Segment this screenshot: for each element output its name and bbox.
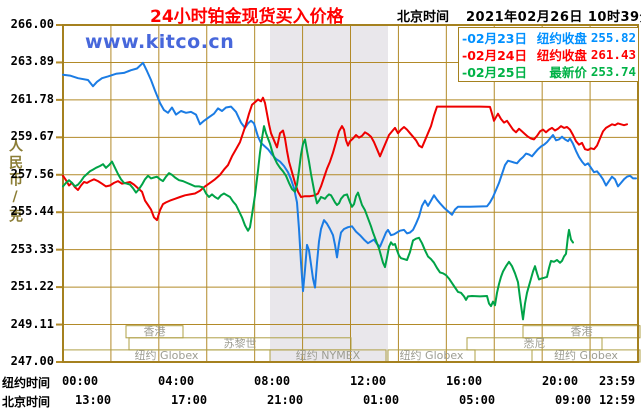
y-axis-tick: 255.44	[10, 204, 54, 219]
session-label: 纽约 Globex	[399, 350, 464, 363]
session-label: 纽约 NYMEX	[295, 350, 361, 363]
y-axis-tick: 263.89	[10, 54, 54, 69]
y-axis-tick: 247.00	[10, 354, 54, 368]
legend-date: -02月23日	[462, 31, 527, 46]
session-label: 苏黎世	[223, 338, 257, 351]
plot-border	[62, 24, 639, 363]
legend-row: -02月23日 纽约收盘 255.82	[462, 29, 636, 46]
legend-price-value: 253.74	[590, 64, 636, 79]
legend-date: -02月24日	[462, 48, 527, 63]
kitco-watermark: www.kitco.cn	[85, 31, 235, 53]
price-line-02月25日	[62, 125, 574, 321]
price-line-02月23日	[62, 61, 637, 293]
bj-time-tick: 05:00	[459, 393, 496, 407]
session-label: 香港	[143, 326, 166, 339]
legend-row: -02月24日 纽约收盘 261.43	[462, 46, 636, 63]
y-axis-unit-label: 人民币/克	[7, 138, 23, 225]
session-label: 纽约 Globex	[554, 350, 618, 363]
bj-time-tick: 12:59	[599, 393, 636, 407]
bj-time-tick: 21:00	[267, 393, 304, 407]
ny-time-tick: 16:00	[446, 374, 483, 388]
beijing-time-label: 北京时间	[397, 10, 450, 25]
legend-price-type: 纽约收盘	[536, 48, 587, 63]
page-title: 24小时铂金现货买入价格	[150, 7, 344, 27]
ny-time-tick: 20:00	[542, 374, 579, 388]
ny-time-tick: 00:00	[62, 374, 99, 388]
session-label: 纽约 Globex	[134, 350, 199, 363]
session-label: 悉尼	[523, 338, 546, 351]
bj-time-tick: 09:00	[555, 393, 592, 407]
session-label: 香港	[570, 326, 593, 339]
legend-price-type: 最新价	[549, 65, 587, 80]
bj-time-tick: 17:00	[171, 393, 208, 407]
y-axis-tick: 259.67	[10, 129, 54, 144]
y-axis-tick: 257.56	[10, 166, 54, 181]
legend-row: -02月25日 最新价 253.74	[462, 63, 636, 80]
beijing-time-value: 2021年02月26日 10时39分	[466, 10, 641, 25]
y-axis-tick: 266.00	[10, 17, 54, 31]
legend-date: -02月25日	[462, 65, 527, 80]
y-axis-tick: 249.11	[10, 316, 54, 331]
ny-time-tick: 04:00	[158, 374, 195, 388]
legend-price-value: 255.82	[590, 30, 636, 45]
bj-time-tick: 01:00	[363, 393, 400, 407]
legend-box: -02月23日 纽约收盘 255.82 -02月24日 纽约收盘 261.43 -02月25…	[458, 27, 639, 82]
ny-time-tick: 08:00	[254, 374, 291, 388]
y-axis-tick: 261.78	[10, 91, 54, 106]
bj-time-row-label: 北京时间	[2, 395, 51, 409]
ny-time-tick: 23:59	[599, 374, 636, 388]
bj-time-tick: 13:00	[75, 393, 112, 407]
ny-time-tick: 12:00	[350, 374, 387, 388]
legend-price-type: 纽约收盘	[536, 31, 587, 46]
price-line-02月24日	[62, 96, 628, 222]
legend-price-value: 261.43	[590, 47, 636, 62]
y-axis-tick: 251.22	[10, 279, 54, 294]
y-axis-tick: 253.33	[10, 241, 54, 256]
ny-time-row-label: 纽约时间	[2, 376, 51, 390]
